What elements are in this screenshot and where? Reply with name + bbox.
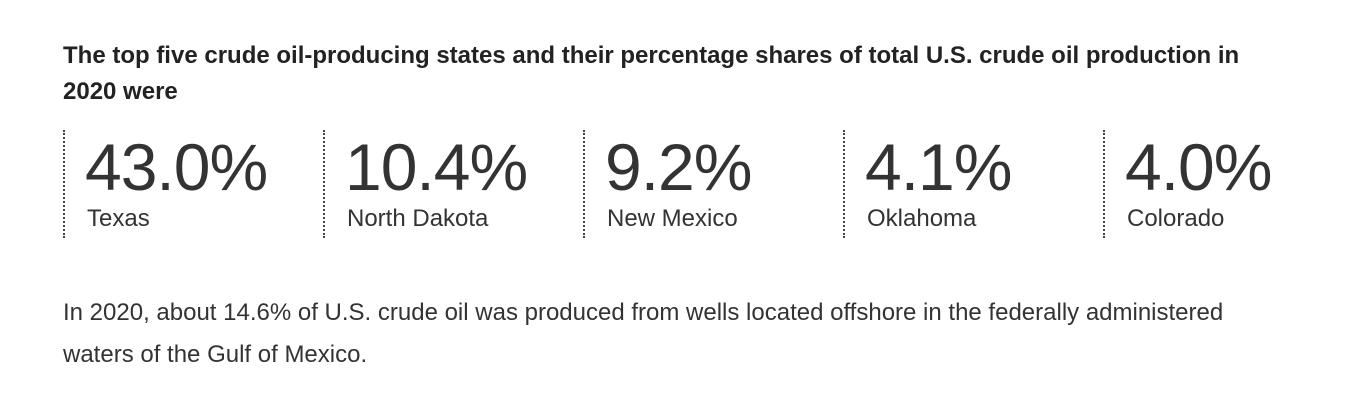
stat-label: Oklahoma xyxy=(867,205,977,232)
stat-item: 9.2% New Mexico xyxy=(583,130,843,238)
stat-value: 4.1% xyxy=(865,130,1012,204)
stat-item: 43.0% Texas xyxy=(63,130,323,238)
stat-label: Texas xyxy=(87,205,150,232)
stat-item: 4.1% Oklahoma xyxy=(843,130,1103,238)
stat-item: 10.4% North Dakota xyxy=(323,130,583,238)
stat-value: 43.0% xyxy=(85,130,268,204)
stat-label: New Mexico xyxy=(607,205,738,232)
stat-value: 10.4% xyxy=(345,130,528,204)
stat-label: North Dakota xyxy=(347,205,489,232)
stat-value: 9.2% xyxy=(605,130,752,204)
paragraph: In 2020, about 14.6% of U.S. crude oil w… xyxy=(63,299,1224,368)
stat-label: Colorado xyxy=(1127,205,1225,232)
stat-value: 4.0% xyxy=(1125,130,1272,204)
stats-row: 43.0% Texas 10.4% North Dakota 9.2% New Mexic… xyxy=(63,130,1363,238)
stat-item: 4.0% Colorado xyxy=(1103,130,1363,238)
heading: The top five crude oil-producing states … xyxy=(63,42,1240,105)
